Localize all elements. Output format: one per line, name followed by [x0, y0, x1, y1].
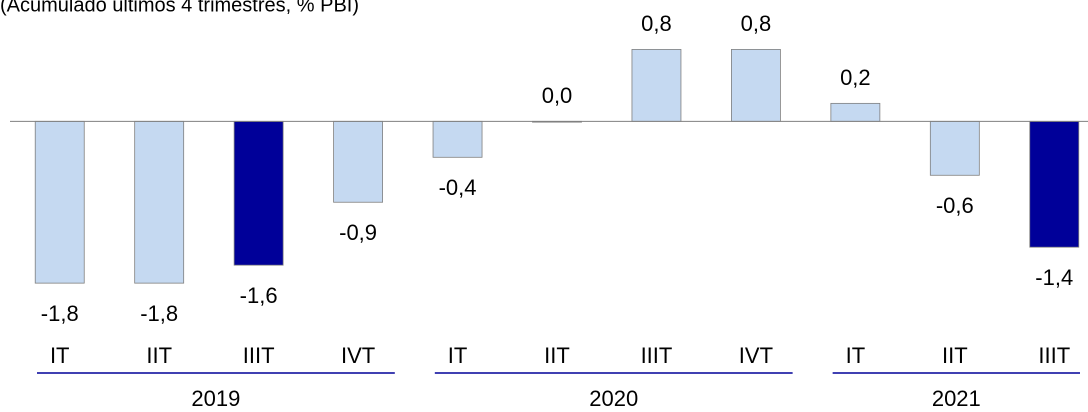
x-tick-label: IIT [544, 343, 570, 368]
chart-subtitle: (Acumulado últimos 4 trimestres, % PBI) [0, 0, 359, 16]
x-tick-label: IIIT [243, 343, 275, 368]
value-label: -0,6 [936, 193, 974, 218]
bar [233, 120, 284, 266]
x-tick-label: IIT [146, 343, 172, 368]
group-label: 2020 [589, 386, 638, 411]
value-label: 0,8 [741, 11, 772, 36]
value-label: -1,8 [140, 301, 178, 326]
value-label: -1,8 [41, 301, 79, 326]
x-tick-label: IT [50, 343, 70, 368]
x-tick-label: IIIT [1038, 343, 1070, 368]
bar [134, 120, 185, 284]
x-tick-label: IT [846, 343, 866, 368]
x-tick-label: IT [448, 343, 468, 368]
group-label: 2021 [932, 386, 981, 411]
value-label: -0,9 [339, 220, 377, 245]
value-label: -1,6 [240, 283, 278, 308]
group-label: 2019 [191, 386, 240, 411]
value-label: -1,4 [1035, 265, 1073, 290]
bar [929, 120, 980, 176]
bar [631, 49, 682, 122]
value-label: 0,8 [641, 11, 672, 36]
value-label: 0,0 [542, 83, 573, 108]
x-tick-label: IVT [341, 343, 375, 368]
value-label: 0,2 [840, 65, 871, 90]
bar [432, 120, 483, 158]
bar [34, 120, 85, 284]
bar [333, 120, 383, 203]
bar [1029, 120, 1080, 248]
x-tick-label: IIIT [641, 343, 673, 368]
bar [731, 49, 781, 122]
value-label: -0,4 [439, 175, 477, 200]
x-tick-label: IVT [739, 343, 773, 368]
x-tick-label: IIT [942, 343, 968, 368]
bar [830, 102, 881, 122]
